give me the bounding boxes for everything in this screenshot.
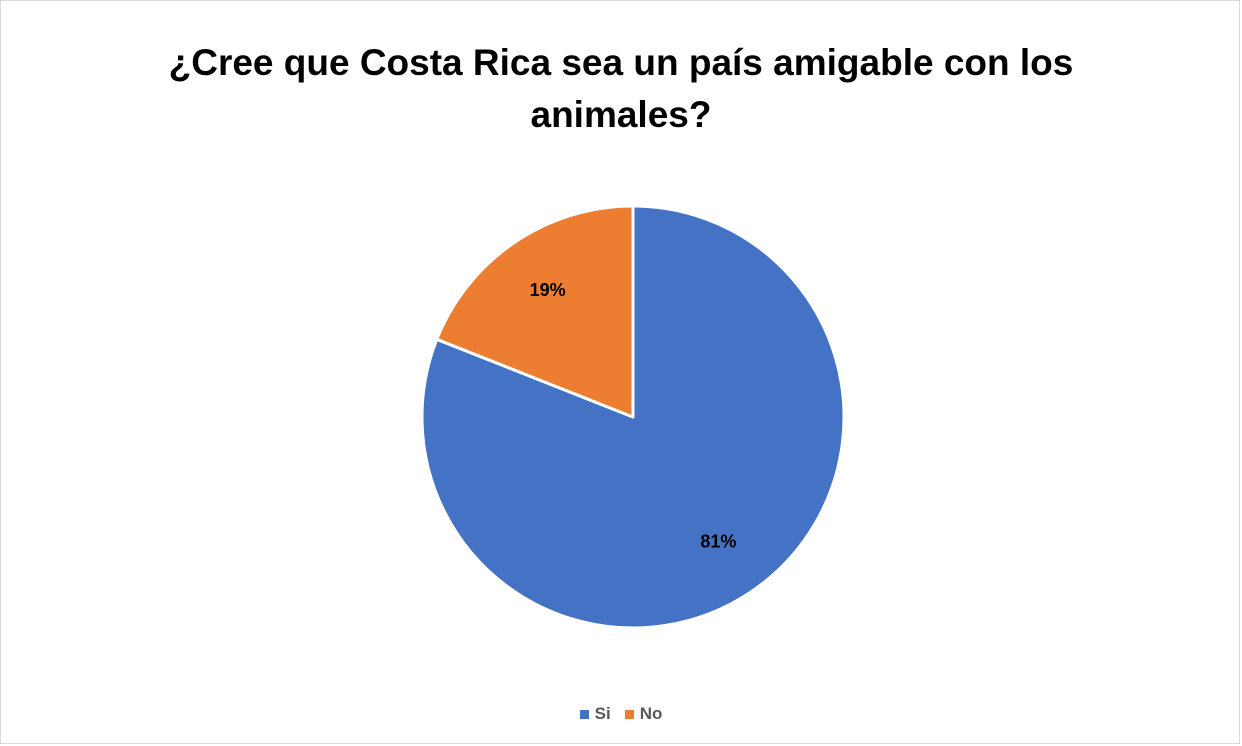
- data-label-si: 81%: [700, 531, 736, 551]
- legend-item-no: No: [624, 704, 663, 724]
- pie-slice-no: [435, 204, 635, 419]
- pie-data-labels: 81% 19%: [530, 280, 737, 551]
- chart-title-line-1: ¿Cree que Costa Rica sea un país amigabl…: [168, 42, 1074, 83]
- chart-title-line-2: animales?: [530, 94, 712, 135]
- legend-label-si: Si: [594, 704, 611, 723]
- legend-swatch-no: [624, 709, 634, 719]
- legend: Si No: [1, 704, 1241, 724]
- legend-item-si: Si: [579, 704, 611, 724]
- legend-label-no: No: [639, 704, 663, 723]
- data-label-no: 19%: [530, 280, 566, 300]
- chart-title: ¿Cree que Costa Rica sea un país amigabl…: [1, 37, 1241, 141]
- legend-swatch-si: [579, 709, 589, 719]
- pie-slices: [420, 204, 846, 630]
